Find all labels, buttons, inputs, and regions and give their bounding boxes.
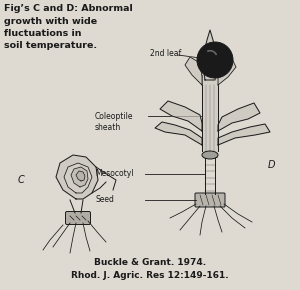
Polygon shape	[218, 103, 260, 131]
Text: C: C	[18, 175, 25, 185]
Polygon shape	[218, 124, 270, 145]
Text: Fig’s C and D: Abnormal
growth with wide
fluctuations in
soil temperature.: Fig’s C and D: Abnormal growth with wide…	[4, 4, 133, 50]
Polygon shape	[218, 59, 236, 85]
Polygon shape	[64, 163, 92, 193]
Polygon shape	[155, 122, 202, 145]
Polygon shape	[185, 57, 202, 85]
Polygon shape	[76, 171, 85, 181]
Text: Mesocotyl: Mesocotyl	[95, 169, 134, 179]
FancyBboxPatch shape	[195, 193, 225, 207]
Ellipse shape	[202, 151, 218, 159]
Polygon shape	[202, 30, 218, 80]
Polygon shape	[160, 101, 202, 131]
Circle shape	[197, 42, 233, 78]
Text: Seed: Seed	[95, 195, 114, 204]
Text: 2nd leaf: 2nd leaf	[150, 48, 181, 57]
Polygon shape	[202, 75, 218, 151]
FancyBboxPatch shape	[65, 211, 91, 224]
Polygon shape	[71, 167, 88, 187]
Text: Buckle & Grant. 1974.
Rhod. J. Agric. Res 12:149-161.: Buckle & Grant. 1974. Rhod. J. Agric. Re…	[71, 258, 229, 280]
Polygon shape	[56, 155, 98, 199]
Text: Coleoptile
sheath: Coleoptile sheath	[95, 112, 134, 132]
Text: D: D	[268, 160, 275, 170]
